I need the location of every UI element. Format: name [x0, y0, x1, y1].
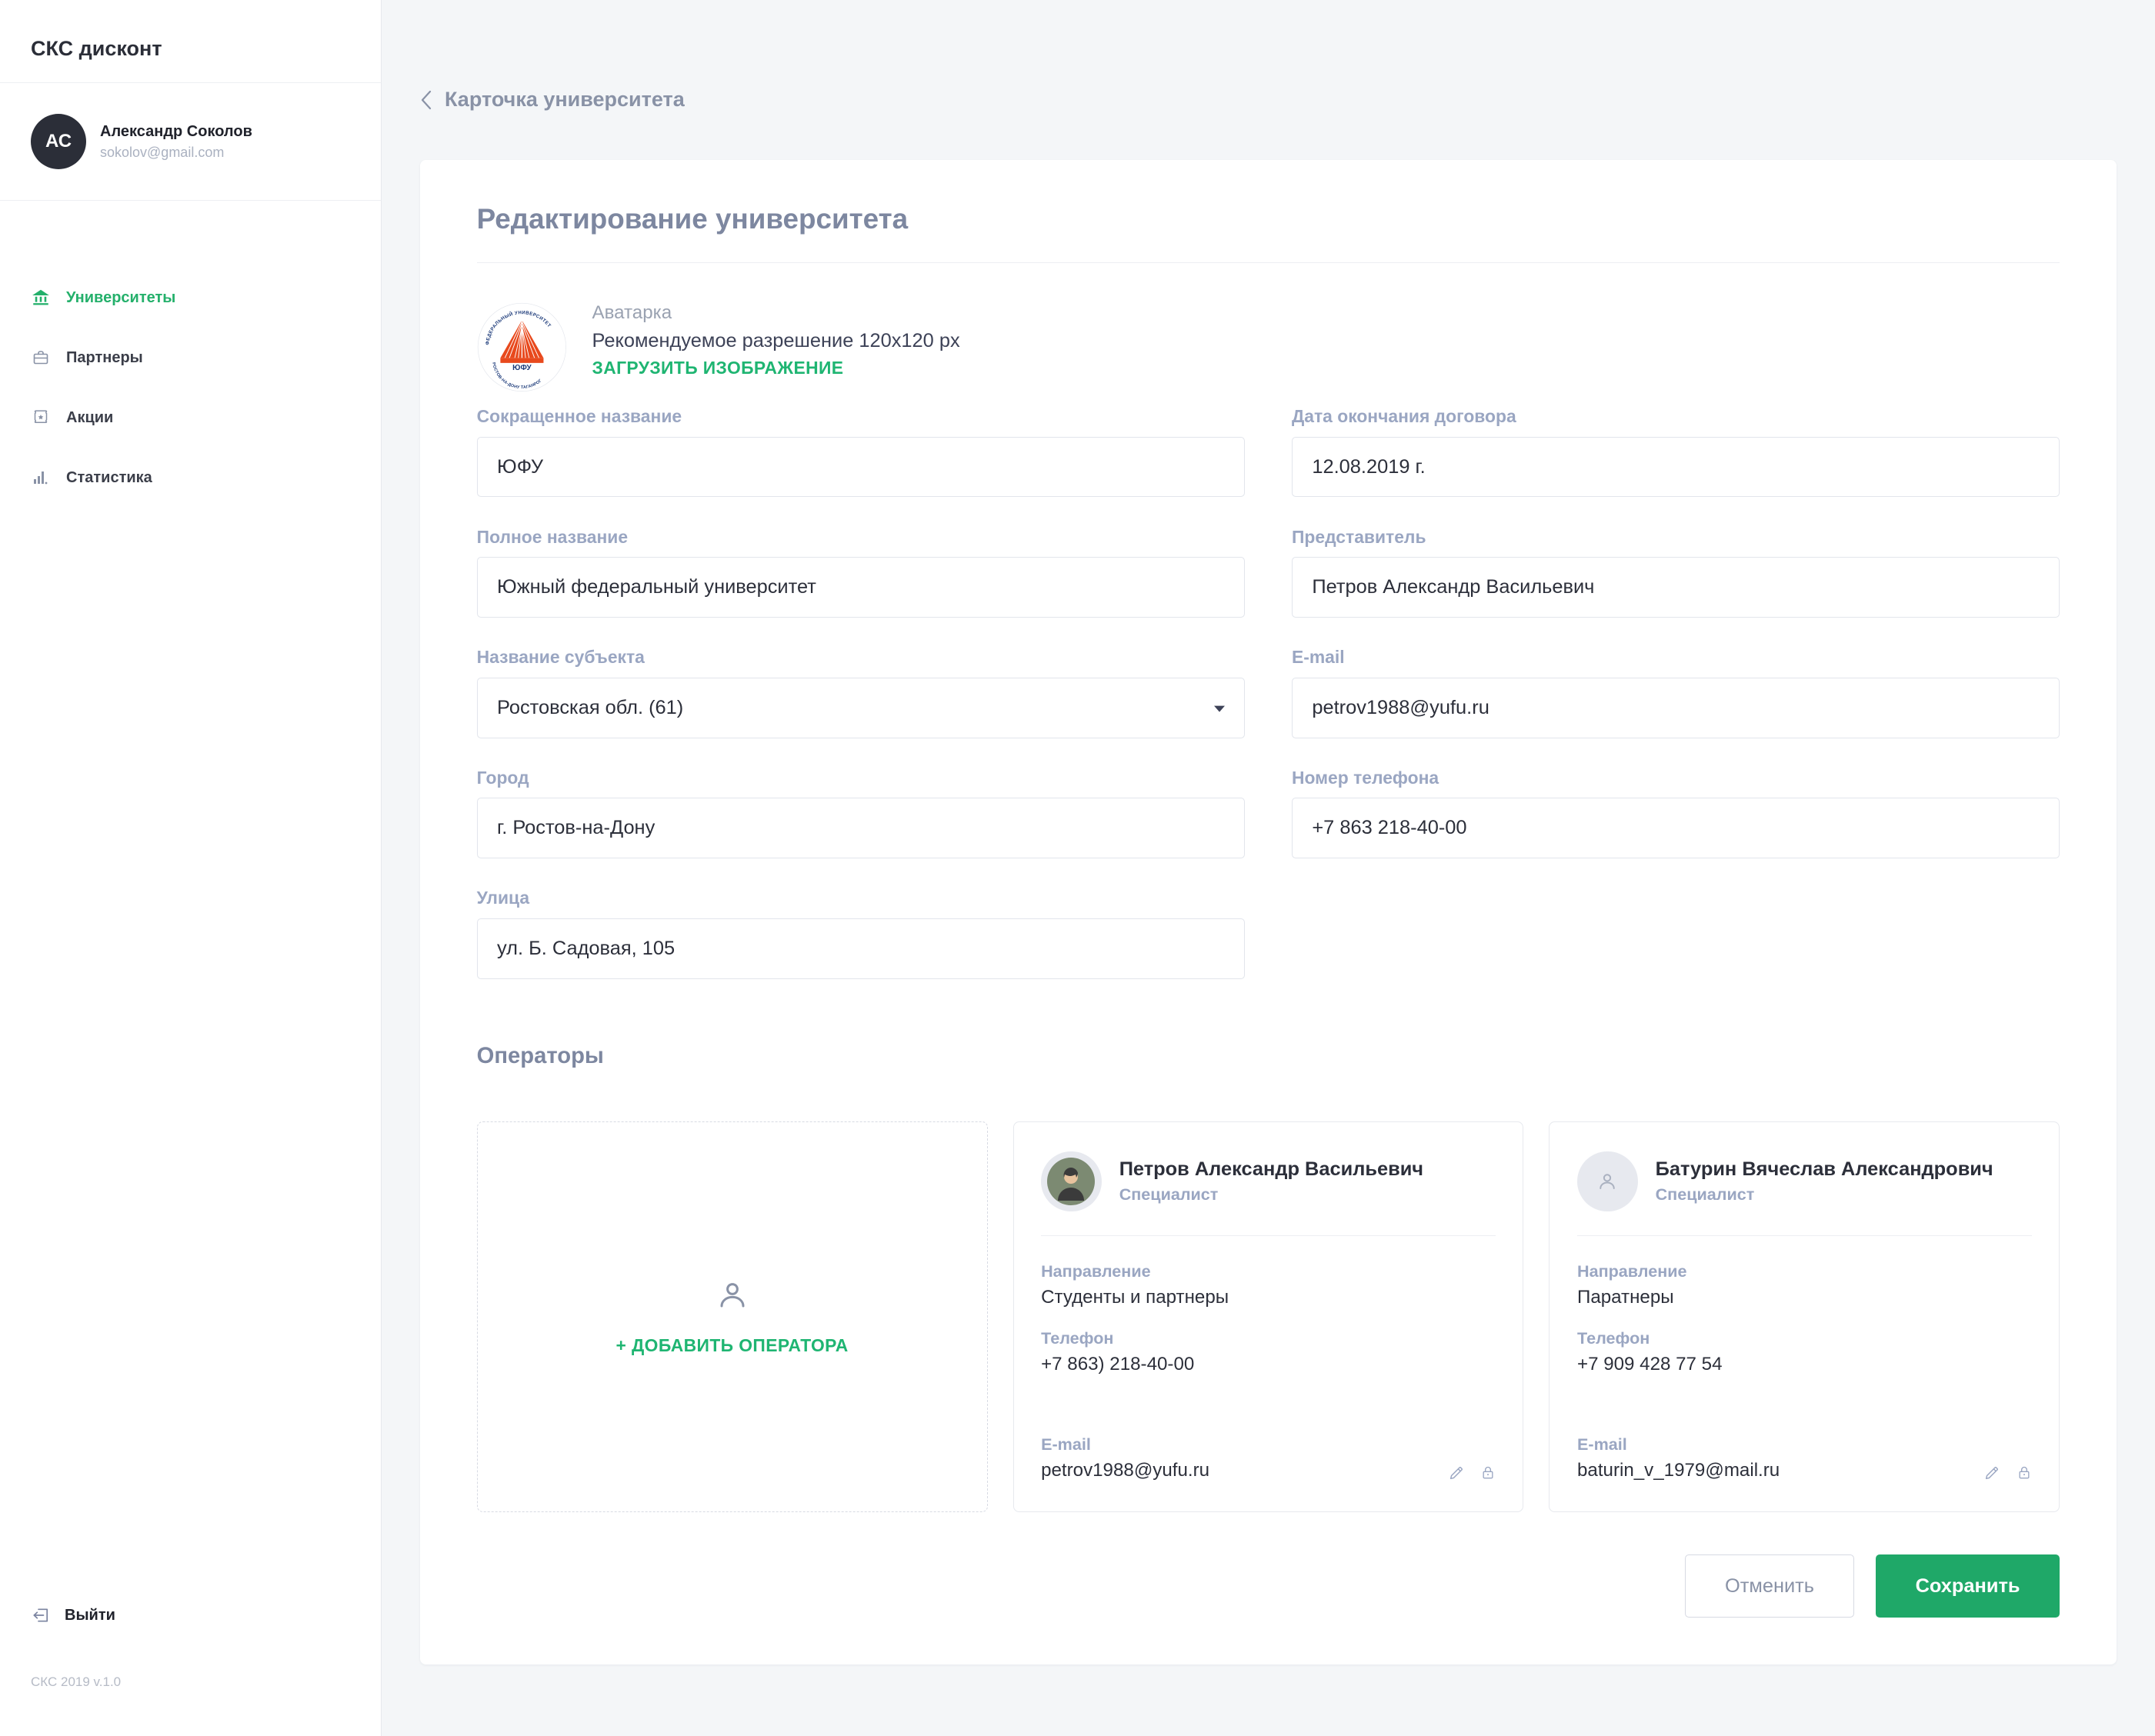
svg-text:ЮФУ: ЮФУ	[512, 364, 532, 372]
